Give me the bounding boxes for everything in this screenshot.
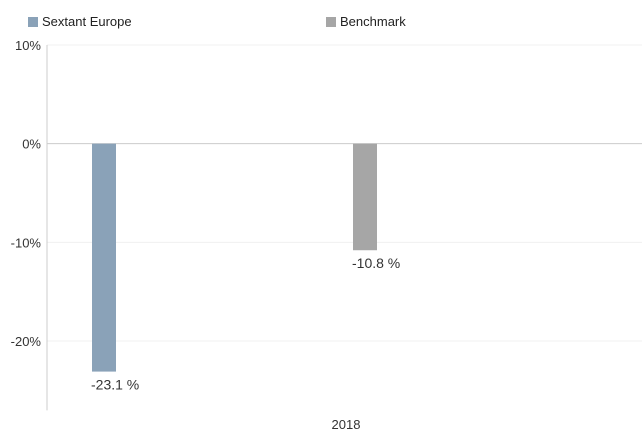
y-tick-label: -10% — [11, 235, 42, 250]
data-label: -10.8 % — [352, 255, 400, 271]
legend-item-benchmark[interactable]: Benchmark — [326, 14, 406, 29]
x-category-label: 2018 — [332, 417, 361, 430]
legend: Sextant Europe Benchmark — [0, 14, 642, 30]
bar-benchmark — [353, 143, 377, 251]
legend-swatch-sextant-europe — [28, 16, 38, 27]
bar-sextant-europe — [92, 143, 116, 372]
legend-label-sextant-europe: Sextant Europe — [42, 14, 132, 29]
y-tick-label: -20% — [11, 334, 42, 349]
data-label: -23.1 % — [91, 377, 139, 393]
legend-item-sextant-europe[interactable]: Sextant Europe — [28, 14, 132, 29]
y-tick-label: 10% — [15, 38, 41, 53]
legend-swatch-benchmark — [326, 16, 336, 27]
legend-label-benchmark: Benchmark — [340, 14, 406, 29]
y-tick-label: 0% — [22, 137, 41, 152]
